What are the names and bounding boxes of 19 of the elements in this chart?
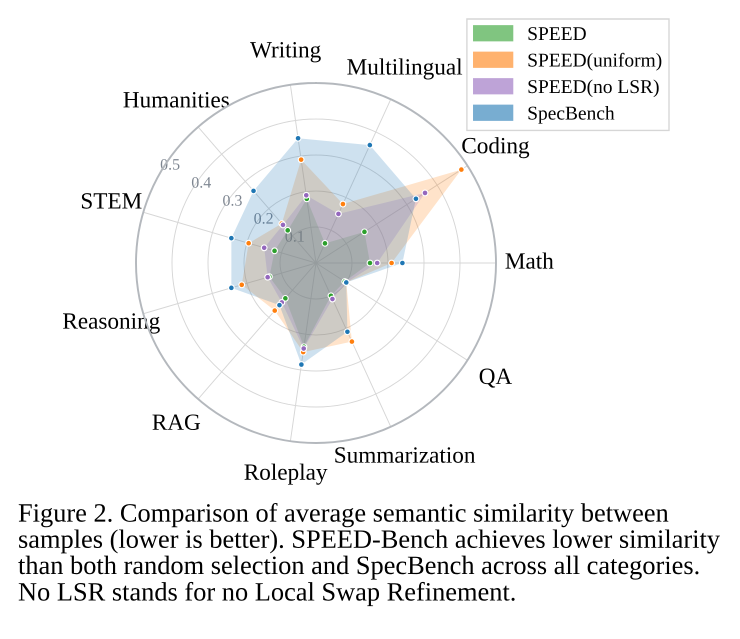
y-tick-label: 0.2 (254, 212, 273, 224)
spoke-label: Roleplay (244, 464, 328, 485)
y-tick-label: 0.3 (223, 194, 242, 206)
spoke-label: Coding (462, 137, 530, 158)
spoke-label: Math (506, 252, 554, 269)
spoke-label: Writing (250, 42, 321, 62)
legend-label: SpecBench (528, 106, 614, 124)
spoke-label: Multilingual (347, 58, 462, 80)
spoke-label: STEM (82, 193, 142, 209)
y-tick-label: 0.4 (192, 176, 212, 188)
caption: Figure 2. Comparison of average semantic similarity between samples (lower is better). SPEED-Bench achieves lower similarity than both random selection and SpecBench across all categories. No LSR stands for no Local Swap Refinement. (18, 503, 720, 606)
spoke-label: Summarization (335, 447, 476, 463)
legend-label: SPEED (528, 27, 586, 40)
spoke-label: QA (480, 368, 512, 388)
legend-label: SPEED(no LSR) (528, 80, 659, 98)
spoke-label: RAG (152, 414, 200, 430)
legend-label: SPEED(uniform) (528, 52, 662, 71)
spoke-label: Reasoning (63, 313, 160, 334)
spoke-label: Humanities (123, 92, 229, 108)
